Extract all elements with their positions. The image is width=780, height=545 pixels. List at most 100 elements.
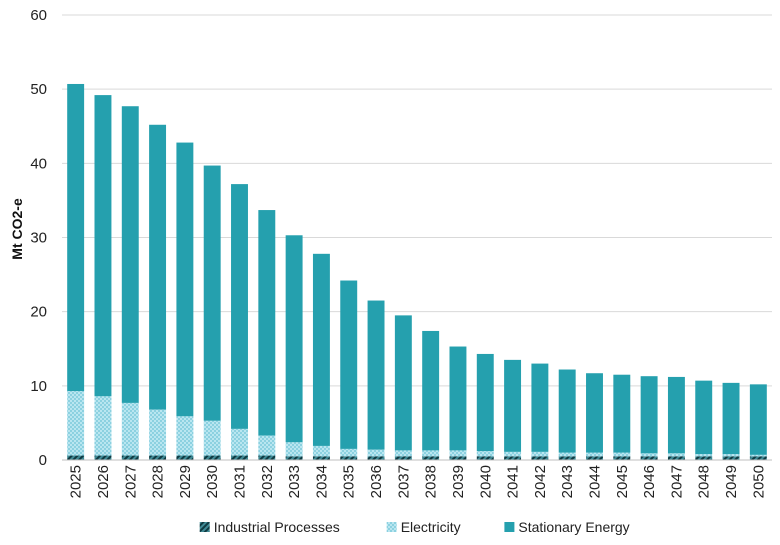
bar-industrial-processes-2041 <box>504 456 522 460</box>
bar-electricity-2048 <box>695 454 713 457</box>
x-tick-label: 2037 <box>395 465 412 498</box>
bar-stationary-energy-2047 <box>667 376 685 454</box>
bar-stationary-energy-2038 <box>422 330 440 451</box>
x-tick-label: 2040 <box>477 465 494 498</box>
bar-stationary-energy-2030 <box>203 165 221 421</box>
bar-stationary-energy-2039 <box>449 346 467 451</box>
y-tick-label: 30 <box>30 230 47 247</box>
legend-label: Stationary Energy <box>518 519 629 535</box>
bar-electricity-2025 <box>67 391 85 456</box>
bars <box>67 83 767 460</box>
bar-stationary-energy-2029 <box>176 142 194 417</box>
y-tick-label: 10 <box>30 378 47 395</box>
bar-industrial-processes-2026 <box>94 455 112 460</box>
x-tick-label: 2044 <box>587 465 604 498</box>
y-tick-label: 60 <box>30 7 47 24</box>
x-tick-label: 2028 <box>150 465 167 498</box>
bar-stationary-energy-2031 <box>231 184 248 429</box>
bar-stationary-energy-2028 <box>149 124 167 410</box>
bar-electricity-2034 <box>312 445 330 457</box>
bar-electricity-2026 <box>94 396 112 456</box>
x-tick-label: 2047 <box>668 465 685 498</box>
y-tick-label: 50 <box>30 81 47 98</box>
bar-industrial-processes-2047 <box>667 456 685 460</box>
bar-industrial-processes-2028 <box>149 455 167 460</box>
bar-electricity-2030 <box>203 420 221 456</box>
bar-industrial-processes-2031 <box>231 455 248 460</box>
y-tick-label: 40 <box>30 155 47 172</box>
x-tick-label: 2030 <box>204 465 221 498</box>
legend-label: Electricity <box>401 519 461 535</box>
x-tick-label: 2043 <box>559 465 576 498</box>
bar-electricity-2031 <box>231 428 248 456</box>
x-tick-label: 2048 <box>696 465 713 498</box>
bar-stationary-energy-2034 <box>312 253 330 446</box>
x-tick-label: 2034 <box>313 465 330 498</box>
bar-stationary-energy-2045 <box>613 374 631 453</box>
bar-stationary-energy-2036 <box>367 300 385 450</box>
x-tick-label: 2042 <box>532 465 549 498</box>
legend-swatch-electricity <box>386 522 397 532</box>
bar-stationary-energy-2032 <box>258 210 276 436</box>
bar-electricity-2037 <box>394 450 412 457</box>
x-tick-label: 2032 <box>259 465 276 498</box>
bar-electricity-2049 <box>722 454 740 457</box>
y-tick-label: 20 <box>30 304 47 321</box>
bar-industrial-processes-2050 <box>749 456 767 460</box>
bar-stationary-energy-2044 <box>586 373 603 453</box>
bar-electricity-2050 <box>749 454 767 457</box>
bar-electricity-2038 <box>422 450 440 457</box>
x-axis: 2025 2026 2027 2028 2029 2030 2031 2032 2033 2034… <box>68 465 768 498</box>
bar-industrial-processes-2042 <box>531 456 549 460</box>
bar-industrial-processes-2029 <box>176 455 194 460</box>
bar-electricity-2032 <box>258 435 276 456</box>
y-axis: 0 10 20 30 40 50 60 <box>30 7 47 469</box>
x-tick-label: 2036 <box>368 465 385 498</box>
legend: Industrial Processes Electricity Stationar… <box>199 519 630 535</box>
bar-industrial-processes-2036 <box>367 456 385 460</box>
bar-electricity-2043 <box>558 452 576 457</box>
bar-electricity-2047 <box>667 453 685 457</box>
x-tick-label: 2031 <box>232 465 249 498</box>
bar-electricity-2040 <box>476 451 494 457</box>
x-tick-label: 2026 <box>95 465 112 498</box>
bar-industrial-processes-2025 <box>67 455 85 460</box>
bar-industrial-processes-2045 <box>613 456 631 460</box>
x-tick-label: 2039 <box>450 465 467 498</box>
bar-industrial-processes-2032 <box>258 455 276 460</box>
bar-electricity-2045 <box>613 452 631 457</box>
x-tick-label: 2049 <box>723 465 740 498</box>
legend-swatch-industrial-processes <box>199 522 210 532</box>
bar-electricity-2042 <box>531 451 549 457</box>
bar-stationary-energy-2027 <box>121 106 139 403</box>
bar-stationary-energy-2026 <box>94 95 112 397</box>
bar-electricity-2044 <box>586 452 603 457</box>
bar-stationary-energy-2040 <box>476 353 494 452</box>
legend-label: Industrial Processes <box>214 519 340 535</box>
x-tick-label: 2050 <box>750 465 767 498</box>
legend-swatch-stationary-energy <box>504 522 515 532</box>
x-tick-label: 2027 <box>122 465 139 498</box>
bar-stationary-energy-2035 <box>340 280 358 449</box>
x-tick-label: 2041 <box>505 465 522 498</box>
gridlines <box>62 14 772 387</box>
bar-stationary-energy-2041 <box>504 359 522 452</box>
bar-industrial-processes-2034 <box>312 456 330 460</box>
x-tick-label: 2045 <box>614 465 631 498</box>
bar-electricity-2041 <box>504 451 522 457</box>
bar-industrial-processes-2027 <box>121 455 139 460</box>
bar-industrial-processes-2037 <box>394 456 412 460</box>
x-tick-label: 2046 <box>641 465 658 498</box>
bar-stationary-energy-2046 <box>640 376 658 454</box>
x-tick-label: 2035 <box>341 465 358 498</box>
bar-stationary-energy-2042 <box>531 363 549 452</box>
x-tick-label: 2038 <box>423 465 440 498</box>
bar-electricity-2035 <box>340 448 358 457</box>
y-tick-label: 0 <box>39 452 47 469</box>
bar-stationary-energy-2043 <box>558 369 576 453</box>
bar-electricity-2046 <box>640 453 658 457</box>
bar-stationary-energy-2037 <box>394 315 412 451</box>
bar-industrial-processes-2030 <box>203 455 221 460</box>
x-tick-label: 2025 <box>68 465 85 498</box>
